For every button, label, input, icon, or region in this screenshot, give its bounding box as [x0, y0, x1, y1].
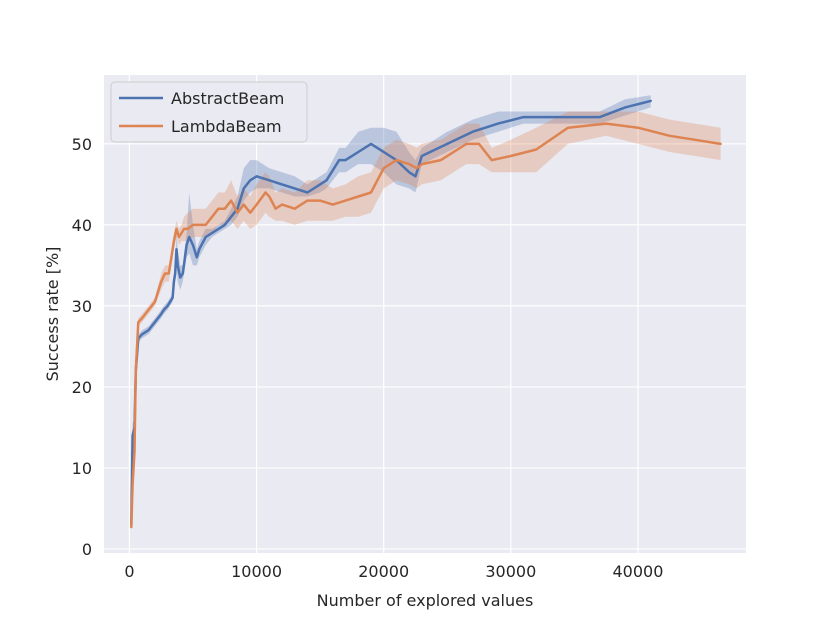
x-tick-label: 30000	[485, 562, 536, 581]
y-tick-label: 0	[82, 540, 92, 559]
confidence-bands	[131, 95, 721, 533]
y-tick-label: 50	[72, 135, 92, 154]
legend: AbstractBeam LambdaBeam	[110, 81, 308, 143]
y-tick-label: 20	[72, 378, 92, 397]
x-tick-label: 40000	[612, 562, 663, 581]
legend-label-abstractbeam: AbstractBeam	[171, 89, 284, 108]
y-tick-label: 10	[72, 459, 92, 478]
band-lambdabeam	[131, 111, 721, 533]
x-tick-label: 10000	[231, 562, 282, 581]
grid	[104, 75, 746, 553]
series-lines	[130, 99, 722, 529]
line-abstractbeam	[130, 99, 652, 526]
x-axis-label: Number of explored values	[317, 591, 534, 610]
x-tick-labels: 0 10000 20000 30000 40000	[124, 562, 663, 581]
y-tick-labels: 0 10 20 30 40 50	[72, 135, 92, 559]
y-tick-label: 30	[72, 297, 92, 316]
line-lambdabeam	[130, 122, 722, 529]
legend-label-lambdabeam: LambdaBeam	[171, 117, 282, 136]
y-tick-label: 40	[72, 216, 92, 235]
y-axis-label: Success rate [%]	[43, 247, 62, 382]
x-tick-label: 20000	[358, 562, 409, 581]
x-tick-label: 0	[124, 562, 134, 581]
